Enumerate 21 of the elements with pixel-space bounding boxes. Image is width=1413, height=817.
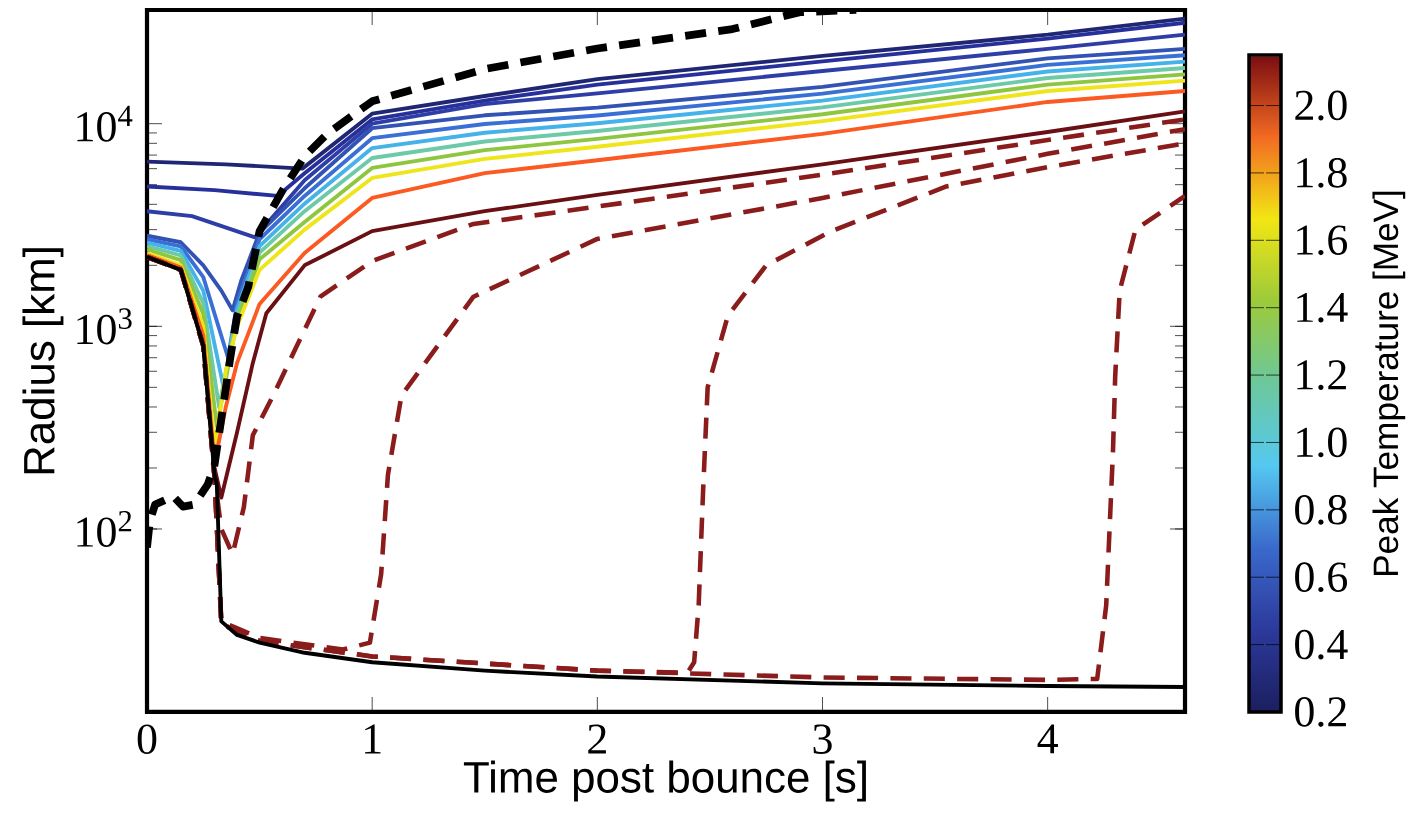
y-tick-label: 10$^{4}$	[77, 105, 133, 142]
x-tick-label: 0	[137, 724, 157, 755]
x-tick-label: 1	[365, 724, 381, 754]
color-bar-title: Peak Temperature [MeV]	[1372, 191, 1406, 575]
color-bar-label: 1.2	[1297, 360, 1346, 390]
color-bar-label: 0.6	[1295, 562, 1348, 593]
x-tick-label: 2	[588, 724, 606, 754]
color-bar-label: 2.0	[1295, 90, 1347, 121]
color-bar-label: 0.2	[1295, 697, 1346, 727]
y-tick-label: 10$^{2}$	[77, 510, 132, 548]
x-axis-title: Time post bounce [s]	[463, 760, 866, 802]
color-bar-label: 0.8	[1295, 494, 1347, 525]
color-bar-label: 1.4	[1297, 292, 1348, 323]
x-tick-label: 3	[813, 724, 832, 754]
y-tick-label: 10$^{3}$	[77, 308, 132, 345]
y-axis-title: Radius [km]	[22, 248, 64, 474]
color-bar-label: 1.8	[1297, 158, 1347, 188]
x-tick-label: 4	[1037, 724, 1058, 754]
color-bar-label: 1.0	[1297, 427, 1347, 458]
color-bar-label: 1.6	[1297, 225, 1348, 256]
color-bar-label: 0.4	[1295, 629, 1348, 660]
